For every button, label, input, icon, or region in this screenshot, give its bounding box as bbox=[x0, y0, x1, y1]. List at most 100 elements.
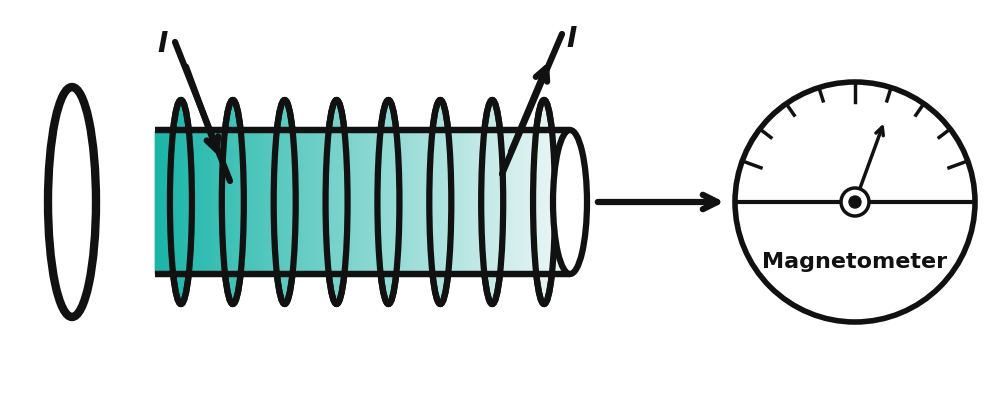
Bar bbox=[205, 130, 207, 274]
Bar bbox=[346, 130, 348, 274]
Bar bbox=[514, 131, 517, 273]
Bar bbox=[385, 130, 388, 274]
Bar bbox=[344, 131, 346, 273]
Bar bbox=[429, 131, 431, 273]
Bar bbox=[487, 130, 490, 274]
Bar bbox=[458, 131, 461, 273]
Bar bbox=[180, 130, 182, 274]
Bar bbox=[348, 131, 351, 273]
Bar bbox=[454, 130, 456, 274]
Bar bbox=[315, 131, 317, 273]
Bar bbox=[174, 131, 176, 273]
Bar bbox=[483, 130, 485, 274]
Bar bbox=[313, 131, 315, 273]
Bar bbox=[284, 131, 286, 273]
Bar bbox=[184, 131, 187, 273]
Bar bbox=[172, 130, 174, 274]
Circle shape bbox=[841, 188, 869, 216]
Bar bbox=[396, 131, 398, 273]
Bar bbox=[211, 130, 214, 274]
Bar bbox=[190, 130, 193, 274]
Bar bbox=[375, 131, 378, 273]
Bar bbox=[286, 131, 288, 273]
Bar bbox=[547, 131, 550, 273]
Bar bbox=[502, 131, 504, 273]
Bar bbox=[327, 131, 330, 273]
Bar bbox=[172, 131, 174, 273]
Bar bbox=[329, 130, 332, 274]
Bar bbox=[464, 130, 467, 274]
Bar bbox=[460, 130, 463, 274]
Bar bbox=[421, 130, 423, 274]
Bar bbox=[282, 130, 284, 274]
Bar bbox=[346, 131, 348, 273]
Bar bbox=[161, 130, 164, 274]
Bar bbox=[338, 131, 340, 273]
Bar bbox=[163, 131, 166, 273]
Ellipse shape bbox=[377, 100, 399, 304]
Bar bbox=[209, 130, 212, 274]
Bar bbox=[462, 130, 465, 274]
Bar bbox=[319, 130, 322, 274]
Bar bbox=[165, 131, 168, 273]
Bar bbox=[406, 131, 409, 273]
Ellipse shape bbox=[326, 100, 348, 304]
Bar bbox=[211, 131, 214, 273]
Bar bbox=[184, 130, 187, 274]
Bar bbox=[163, 130, 166, 274]
Bar bbox=[526, 131, 529, 273]
Bar bbox=[414, 131, 417, 273]
Bar bbox=[425, 131, 427, 273]
Bar bbox=[167, 131, 170, 273]
Bar bbox=[259, 130, 261, 274]
Bar bbox=[443, 130, 446, 274]
Bar bbox=[178, 130, 180, 274]
Bar bbox=[226, 131, 228, 273]
Bar bbox=[165, 130, 168, 274]
Bar bbox=[524, 130, 527, 274]
Bar bbox=[489, 130, 492, 274]
Bar bbox=[452, 131, 454, 273]
Bar bbox=[362, 131, 365, 273]
Bar bbox=[358, 130, 361, 274]
Bar bbox=[512, 130, 514, 274]
Bar bbox=[537, 131, 539, 273]
Bar bbox=[280, 130, 282, 274]
Bar bbox=[549, 131, 552, 273]
Bar bbox=[383, 131, 386, 273]
Bar bbox=[209, 131, 212, 273]
Bar bbox=[402, 130, 404, 274]
Bar bbox=[215, 131, 218, 273]
Bar bbox=[535, 130, 537, 274]
Bar bbox=[360, 130, 363, 274]
Bar bbox=[448, 130, 450, 274]
Bar bbox=[524, 131, 527, 273]
Bar bbox=[315, 130, 317, 274]
Bar bbox=[331, 130, 334, 274]
Bar bbox=[491, 130, 494, 274]
Bar bbox=[516, 131, 519, 273]
Bar bbox=[284, 130, 286, 274]
Bar bbox=[304, 130, 307, 274]
Bar bbox=[446, 130, 448, 274]
Bar bbox=[257, 131, 259, 273]
Bar bbox=[479, 130, 481, 274]
Bar bbox=[423, 130, 425, 274]
Bar bbox=[323, 131, 326, 273]
Bar bbox=[458, 130, 461, 274]
Bar bbox=[522, 130, 525, 274]
Bar bbox=[462, 131, 465, 273]
Bar bbox=[504, 131, 506, 273]
Bar bbox=[385, 131, 388, 273]
Bar bbox=[282, 131, 284, 273]
Bar bbox=[483, 131, 485, 273]
Bar bbox=[562, 131, 564, 273]
Bar bbox=[566, 131, 568, 273]
Bar bbox=[543, 131, 546, 273]
Bar bbox=[551, 131, 554, 273]
Bar bbox=[477, 130, 479, 274]
Bar bbox=[336, 130, 338, 274]
Bar bbox=[369, 131, 371, 273]
Bar bbox=[176, 130, 178, 274]
Bar bbox=[344, 130, 346, 274]
